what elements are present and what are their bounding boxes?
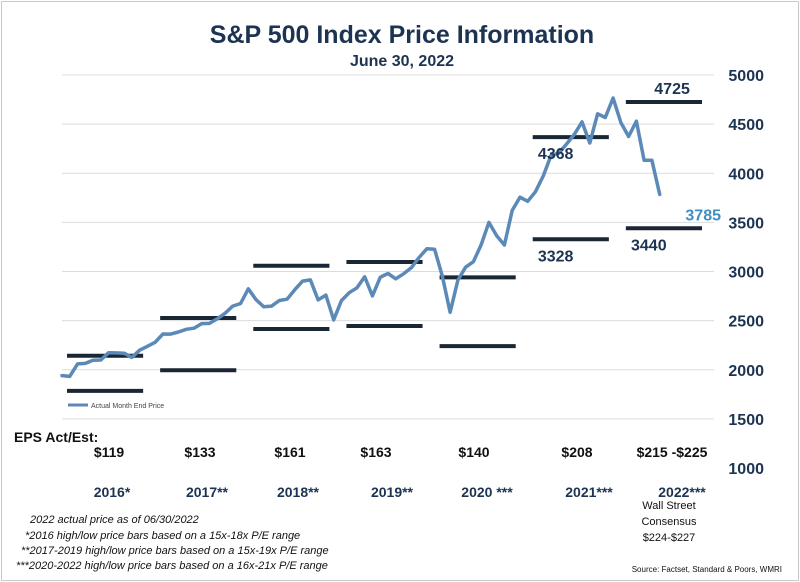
year-label: 2022*** (658, 484, 706, 500)
year-label: 2016* (94, 484, 131, 500)
y-tick-label: 3500 (728, 215, 764, 232)
consensus-line-1: Wall Street (642, 500, 695, 512)
footnote-4: ***2020-2022 high/low price bars based o… (16, 560, 328, 572)
consensus-line-3: $224-$227 (643, 532, 696, 544)
footnote-1: 2022 actual price as of 06/30/2022 (29, 514, 199, 526)
y-tick-label: 2000 (728, 363, 764, 380)
footnote-2: *2016 high/low price bars based on a 15x… (25, 530, 300, 542)
eps-value: $119 (94, 444, 125, 460)
eps-value: $163 (360, 444, 391, 460)
current-price-label: 3785 (685, 207, 721, 224)
eps-label: EPS Act/Est: (14, 429, 98, 445)
y-tick-label: 1000 (728, 461, 764, 478)
y-tick-label: 3000 (728, 265, 764, 282)
price-bar-value-label: 4368 (538, 146, 574, 163)
year-label: 2017** (186, 484, 229, 500)
chart-title: S&P 500 Index Price Information (210, 21, 594, 49)
footnote-3: **2017-2019 high/low price bars based on… (21, 545, 329, 557)
eps-value: $208 (561, 444, 592, 460)
chart-subtitle: June 30, 2022 (350, 53, 454, 70)
y-axis-ticks: 5000 4500 4000 3500 3000 2500 2000 1500 1000 (728, 68, 764, 478)
year-label: 2020 *** (461, 484, 513, 500)
price-series (60, 96, 662, 379)
annotations: 4725 4368 3785 3328 3440 (538, 81, 721, 265)
consensus-note: Wall Street Consensus $224-$227 (641, 500, 697, 544)
series-line-actual-price (60, 96, 662, 379)
price-bar-value-label: 3328 (538, 248, 574, 265)
year-label: 2019** (371, 484, 414, 500)
footnotes: 2022 actual price as of 06/30/2022 *2016… (16, 514, 329, 572)
y-tick-label: 1500 (728, 412, 764, 429)
gridlines (62, 74, 714, 420)
year-labels: 2016* 2017** 2018** 2019** 2020 *** 2021*** 20… (94, 484, 707, 500)
y-tick-label: 4500 (728, 117, 764, 134)
legend: Actual Month End Price (68, 403, 164, 410)
price-bars (67, 100, 702, 393)
year-label: 2021*** (565, 484, 613, 500)
consensus-line-2: Consensus (641, 516, 697, 528)
eps-value: $140 (458, 444, 489, 460)
price-bar-value-label: 3440 (631, 237, 667, 254)
source-note: Source: Factset, Standard & Poors, WMRI (632, 565, 782, 574)
price-bar-value-label: 4725 (654, 81, 690, 98)
legend-label: Actual Month End Price (91, 403, 164, 410)
eps-value: $133 (184, 444, 215, 460)
eps-value: $161 (274, 444, 305, 460)
eps-values: $119 $133 $161 $163 $140 $208 $215 -$225 (94, 444, 708, 460)
year-label: 2018** (277, 484, 320, 500)
y-tick-label: 5000 (728, 68, 764, 85)
eps-value: $215 -$225 (637, 444, 708, 460)
y-tick-label: 2500 (728, 314, 764, 331)
y-tick-label: 4000 (728, 166, 764, 183)
